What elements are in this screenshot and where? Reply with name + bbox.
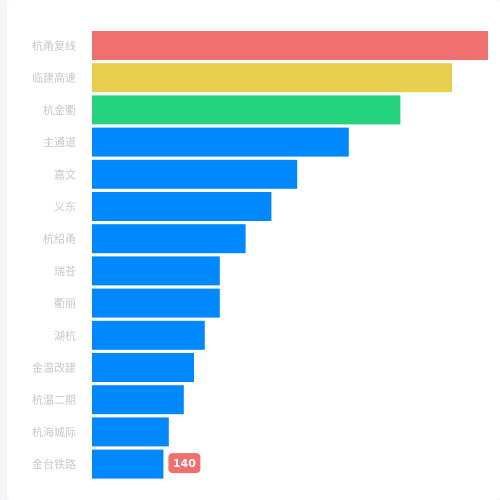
bar[interactable] (92, 63, 452, 93)
value-badge-label: 140 (173, 457, 196, 470)
bars (92, 31, 488, 479)
bar[interactable] (92, 192, 272, 221)
bar[interactable] (92, 95, 401, 125)
bar[interactable] (92, 353, 194, 382)
category-label: 杭海城际 (32, 425, 76, 439)
bar[interactable] (92, 288, 220, 318)
category-label: 杭甬复线 (32, 39, 76, 53)
category-label: 临建高速 (32, 71, 76, 85)
value-badge: 140 (168, 453, 201, 474)
category-label: 义东 (54, 201, 76, 214)
category-labels: 杭甬复线临建高速杭金衢主通道嘉文义东杭绍甬瑞苍衢丽湖杭金温改建杭温二期杭海城际金… (32, 39, 76, 472)
bar[interactable] (92, 417, 169, 447)
category-label: 杭金衢 (43, 103, 76, 117)
value-badges: 140 (168, 453, 201, 474)
category-label: 杭绍甬 (43, 232, 76, 246)
category-label: 金台铁路 (32, 457, 76, 471)
value-badge-bg (168, 453, 201, 474)
category-label: 瑞苍 (54, 264, 76, 278)
bar[interactable] (92, 159, 298, 189)
category-label: 衢丽 (54, 297, 76, 310)
bar[interactable] (92, 320, 205, 350)
category-label: 杭温二期 (32, 393, 76, 407)
bar[interactable] (92, 224, 246, 254)
bar[interactable] (92, 256, 220, 286)
category-label: 嘉文 (54, 167, 76, 181)
category-label: 湖杭 (54, 328, 76, 342)
category-label: 主通道 (43, 135, 76, 149)
category-label: 金温改建 (32, 361, 76, 375)
bar[interactable] (92, 31, 488, 60)
bar[interactable] (92, 449, 164, 479)
bar[interactable] (92, 127, 349, 157)
bar[interactable] (92, 385, 184, 415)
